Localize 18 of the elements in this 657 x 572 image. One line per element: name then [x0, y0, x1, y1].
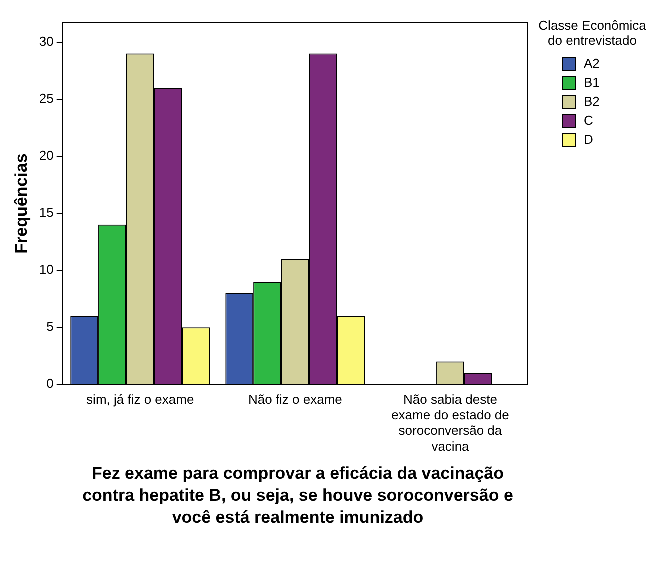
x-tick-label: Não fiz o exame: [248, 392, 342, 407]
legend-label: B1: [584, 75, 600, 90]
legend-label: A2: [584, 56, 600, 71]
legend-label: B2: [584, 94, 600, 109]
legend-title: Classe Econômica do entrevistado: [538, 18, 648, 48]
x-axis-title: Fez exame para comprovar a eficácia da vacinação contra hepatite B, ou seja, se houve soroconversão e você está realmente imunizado: [82, 463, 514, 529]
y-tick-label: 25: [39, 91, 54, 106]
y-tick-label: 30: [39, 34, 54, 49]
y-tick-label: 5: [46, 319, 54, 334]
legend-label: C: [584, 113, 594, 128]
y-tick-label: 0: [46, 376, 54, 392]
legend-label: D: [584, 132, 594, 147]
y-tick-label: 10: [39, 262, 54, 278]
y-tick-label: 20: [39, 148, 54, 164]
y-axis-title: Frequências: [12, 154, 31, 254]
y-tick-label: 15: [39, 205, 54, 220]
x-tick-label: Não sabia deste exame do estado de soroconversão da vacina: [392, 392, 510, 454]
x-tick-label: sim, já fiz o exame: [86, 392, 194, 407]
